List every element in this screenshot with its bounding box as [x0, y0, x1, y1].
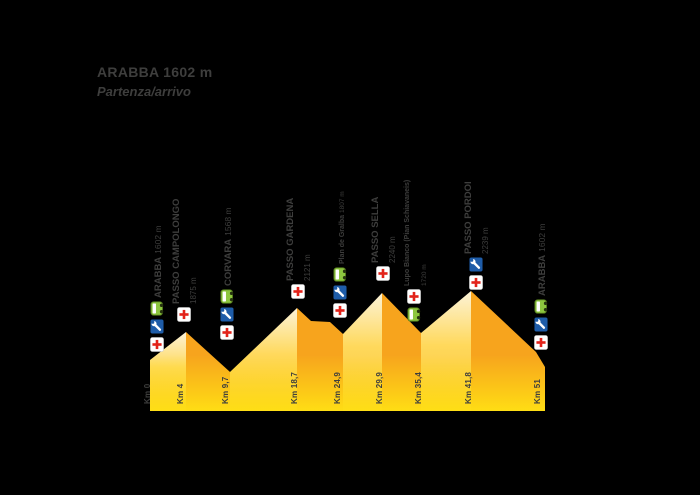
station-name: ARABBA — [152, 256, 164, 298]
station-altitude: 2121 m — [303, 254, 312, 281]
page-title: ARABBA 1602 m — [97, 64, 212, 80]
station-altitude: 1602 m — [536, 223, 547, 252]
station-text: PASSO GARDENA 2121 m — [281, 198, 315, 281]
medical-cross-icon — [376, 266, 390, 281]
title-altitude: 1602 m — [163, 64, 213, 80]
mechanic-wrench-icon — [150, 319, 164, 334]
shuttle-bus-icon — [220, 289, 234, 304]
medical-cross-icon — [291, 284, 305, 299]
station-arabba: ARABBA 1602 m — [533, 223, 549, 350]
station-name: PASSO SELLA — [370, 196, 382, 263]
shuttle-bus-icon — [407, 307, 421, 322]
medical-cross-icon — [469, 275, 483, 290]
station-name: PASSO PORDOI — [463, 181, 475, 254]
medical-cross-icon — [220, 325, 234, 340]
station-altitude: 1807 m — [338, 191, 346, 213]
title-place: ARABBA — [97, 64, 159, 80]
medical-cross-icon — [407, 289, 421, 304]
station-text: CORVARA 1568 m — [219, 207, 236, 286]
station-text: ARABBA 1602 m — [533, 223, 550, 296]
station-altitude: 2240 m — [388, 236, 397, 263]
station-lupo-bianco-pian-schiavaneis-: Lupo Bianco (Pian Schiavaneis) 1720 m — [404, 180, 428, 322]
station-passo-campolongo: PASSO CAMPOLONGO 1875 m — [171, 199, 198, 322]
station-altitude: 1602 m — [152, 225, 163, 254]
station-plan-de-gralba: Plan de Gralba1807 m — [333, 191, 347, 318]
station-altitude: 2239 m — [481, 227, 490, 254]
shuttle-bus-icon — [150, 301, 164, 316]
station-altitude: 1875 m — [189, 277, 198, 304]
station-text: Lupo Bianco (Pian Schiavaneis) 1720 m — [397, 180, 431, 286]
station-text: PASSO SELLA 2240 m — [366, 197, 400, 263]
station-text: PASSO PORDOI 2239 m — [459, 181, 493, 254]
station-arabba: ARABBA 1602 m — [149, 225, 165, 352]
medical-cross-icon — [534, 335, 548, 350]
station-name: Plan de Gralba — [338, 214, 346, 264]
mechanic-wrench-icon — [469, 257, 483, 272]
shuttle-bus-icon — [534, 299, 548, 314]
medical-cross-icon — [177, 307, 191, 322]
shuttle-bus-icon — [333, 267, 347, 282]
station-name: Lupo Bianco (Pian Schiavaneis) — [404, 179, 412, 286]
medical-cross-icon — [333, 303, 347, 318]
page-subtitle: Partenza/arrivo — [97, 84, 191, 99]
station-text: Plan de Gralba1807 m — [332, 191, 349, 264]
station-passo-pordoi: PASSO PORDOI 2239 m — [463, 181, 490, 290]
station-text: PASSO CAMPOLONGO 1875 m — [167, 199, 201, 304]
station-corvara: CORVARA 1568 m — [219, 207, 235, 340]
station-passo-sella: PASSO SELLA 2240 m — [370, 197, 397, 281]
station-name: PASSO CAMPOLONGO — [171, 198, 183, 304]
mechanic-wrench-icon — [220, 307, 234, 322]
start-finish-title-block: ARABBA 1602 m Partenza/arrivo — [97, 64, 212, 99]
station-text: ARABBA 1602 m — [149, 225, 166, 298]
station-altitude: 1568 m — [222, 207, 233, 236]
station-name: PASSO GARDENA — [285, 197, 297, 281]
station-name: CORVARA — [222, 238, 234, 286]
baseline-glow — [150, 350, 545, 411]
station-name: ARABBA — [536, 254, 548, 296]
mechanic-wrench-icon — [534, 317, 548, 332]
station-passo-gardena: PASSO GARDENA 2121 m — [285, 198, 312, 299]
station-altitude: 1720 m — [421, 264, 428, 286]
mechanic-wrench-icon — [333, 285, 347, 300]
medical-cross-icon — [150, 337, 164, 352]
